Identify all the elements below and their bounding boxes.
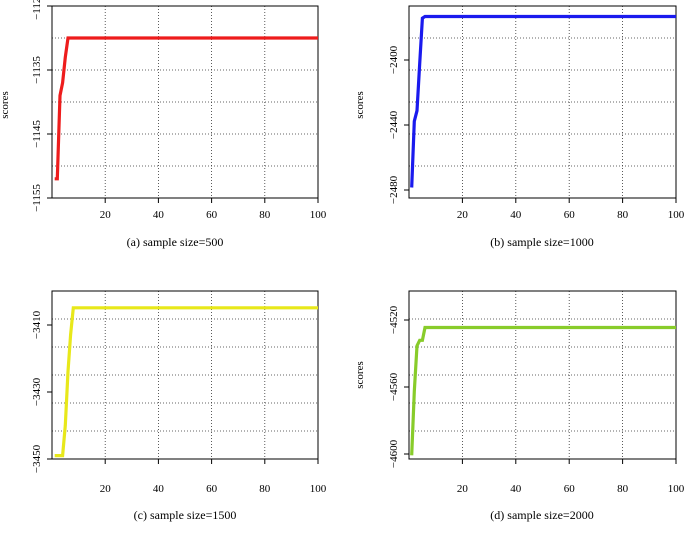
plot-frame bbox=[51, 5, 319, 199]
x-tick-label: 20 bbox=[100, 209, 112, 221]
y-tick-label: −4520 bbox=[388, 305, 400, 334]
plot-frame bbox=[408, 290, 677, 460]
x-tick-label: 100 bbox=[310, 483, 327, 495]
x-tick-label: 100 bbox=[668, 209, 685, 221]
chart-panel-2: 20 40 60 80 100 −2480 −2440 −2400 scores (b) samp… bbox=[354, 5, 685, 249]
series-line bbox=[410, 325, 676, 456]
y-tick-label: −1155 bbox=[31, 184, 43, 212]
x-tick-label: 60 bbox=[564, 209, 576, 221]
y-tick-label: −3450 bbox=[31, 444, 43, 473]
series-line bbox=[410, 14, 676, 188]
x-tick-label: 20 bbox=[457, 209, 469, 221]
x-tick-label: 60 bbox=[206, 483, 218, 495]
x-tick-label: 80 bbox=[617, 483, 629, 495]
x-tick-label: 60 bbox=[564, 483, 576, 495]
plot-frame bbox=[51, 290, 319, 460]
y-tick-label: −2400 bbox=[388, 45, 400, 74]
y-axis-label: scores bbox=[0, 91, 11, 119]
x-tick-label: 80 bbox=[617, 209, 629, 221]
panel-caption: (d) sample size=2000 bbox=[490, 508, 593, 522]
y-tick-label: −1135 bbox=[31, 56, 43, 84]
x-tick-label: 40 bbox=[153, 209, 165, 221]
chart-panel-4: 20 40 60 80 100 −4600 −4560 −4520 scores (d) samp… bbox=[354, 290, 685, 522]
y-tick-label: −2480 bbox=[388, 175, 400, 204]
x-tick-label: 80 bbox=[259, 209, 271, 221]
y-axis-label: scores bbox=[354, 91, 366, 119]
chart-panel-1: 20 40 60 80 100 −1155 −1145 −1135 −1125 scores (a)… bbox=[0, 0, 327, 249]
series-line bbox=[54, 36, 318, 181]
x-tick-label: 40 bbox=[510, 483, 522, 495]
x-tick-label: 60 bbox=[206, 209, 218, 221]
series-line bbox=[54, 306, 318, 458]
panel-caption: (b) sample size=1000 bbox=[490, 235, 593, 249]
x-tick-label: 40 bbox=[153, 483, 165, 495]
y-tick-label: −1145 bbox=[31, 120, 43, 148]
y-tick-label: −4600 bbox=[388, 439, 400, 468]
x-tick-label: 100 bbox=[668, 483, 685, 495]
y-tick-label: −4560 bbox=[388, 372, 400, 401]
y-axis-label: scores bbox=[354, 361, 366, 389]
x-tick-label: 100 bbox=[310, 209, 327, 221]
x-tick-label: 20 bbox=[100, 483, 112, 495]
plot-frame bbox=[408, 5, 677, 199]
y-tick-label: −3430 bbox=[31, 377, 43, 406]
y-tick-label: −1125 bbox=[31, 0, 43, 20]
panel-caption: (a) sample size=500 bbox=[127, 235, 224, 249]
y-tick-label: −3410 bbox=[31, 310, 43, 339]
chart-panel-3: 20 40 60 80 100 −3450 −3430 −3410 (c) sample siz… bbox=[31, 290, 327, 522]
x-tick-label: 40 bbox=[510, 209, 522, 221]
y-tick-label: −2440 bbox=[388, 110, 400, 139]
x-tick-label: 80 bbox=[259, 483, 271, 495]
panel-caption: (c) sample size=1500 bbox=[134, 508, 237, 522]
x-tick-label: 20 bbox=[457, 483, 469, 495]
